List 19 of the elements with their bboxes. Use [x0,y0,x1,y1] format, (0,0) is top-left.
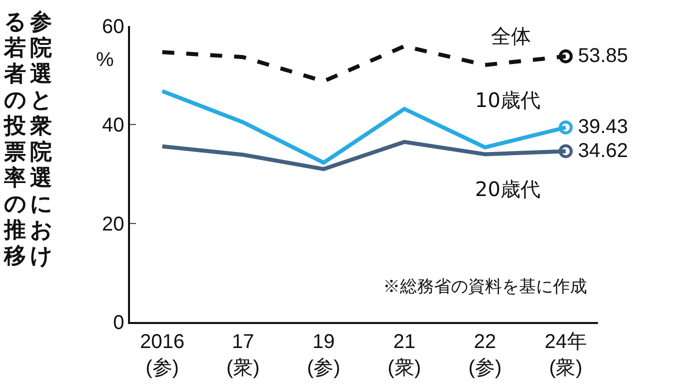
data-label: 53.85 [578,45,628,67]
series-label: 全体 [491,24,531,48]
data-label: 34.62 [578,140,628,162]
series-label: 10歳代 [475,88,540,112]
series-label: 20歳代 [475,177,540,201]
y-tick-label: 0 [113,312,124,334]
x-tick-label: 24年 (衆) [544,330,587,379]
y-tick-label: 60 [102,16,124,38]
chart-title: 参院選と衆院選における若者の投票率の推移 [4,10,53,269]
y-axis-title: % [96,49,114,71]
x-tick-label: 17 (衆) [226,330,260,379]
x-tick-label: 21 (衆) [388,330,422,379]
data-label: 39.43 [578,116,628,138]
x-tick-label: 19 (参) [306,330,340,379]
y-tick-label: 40 [102,114,124,137]
x-tick-label: 2016 (参) [140,330,185,379]
x-tick-label: 22 (参) [468,330,502,379]
y-tick-label: 20 [102,213,124,236]
annotation: ※総務省の資料を基に作成 [383,277,587,296]
